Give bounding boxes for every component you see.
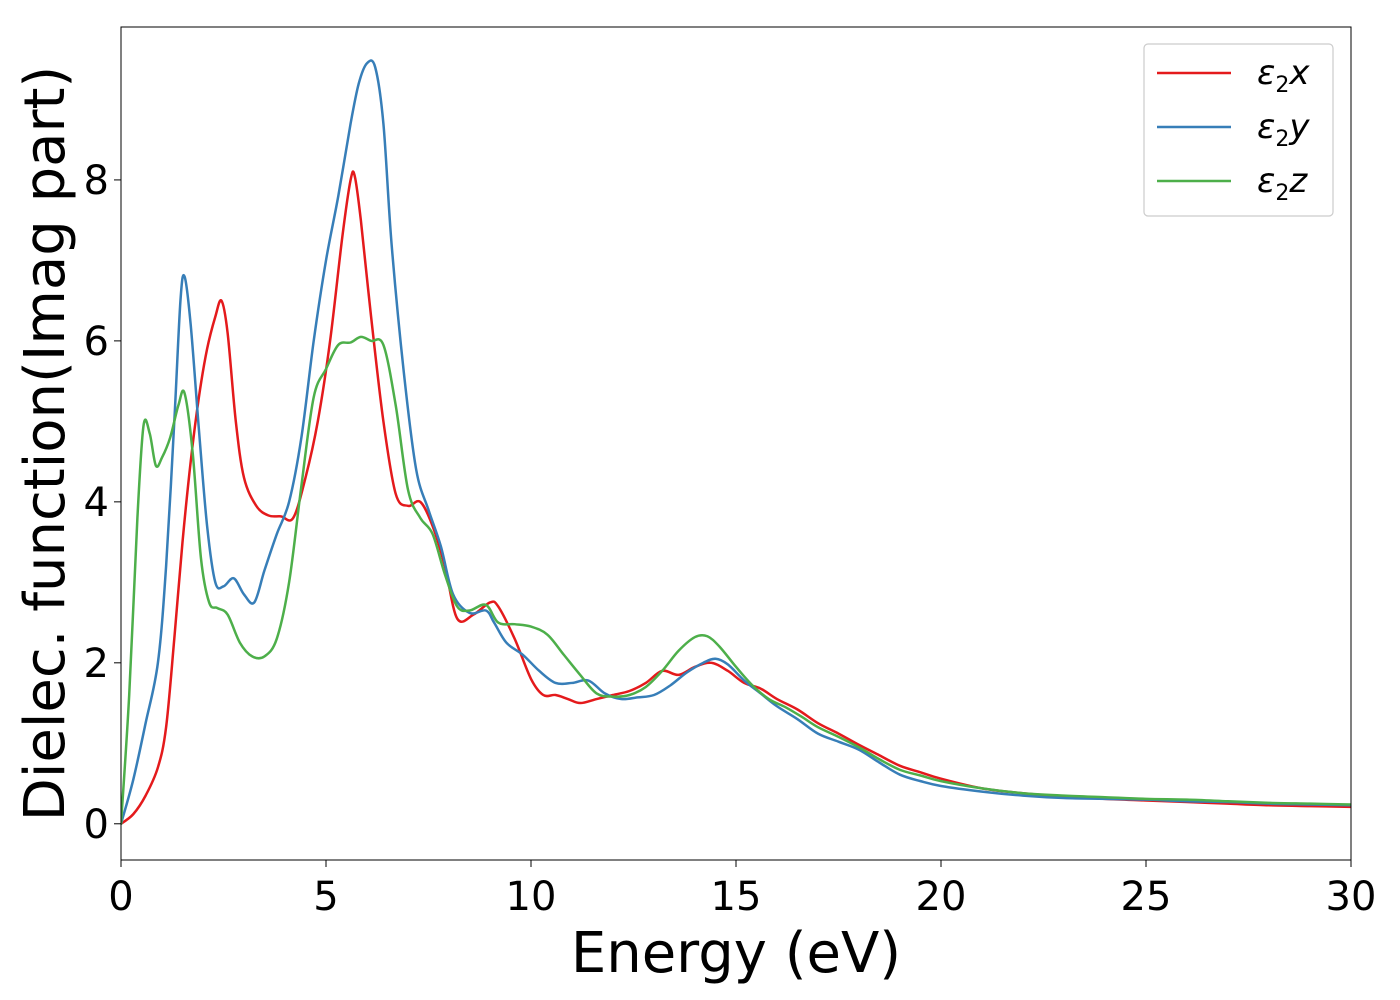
x-tick-label: 30 [1326, 874, 1377, 920]
x-tick-label: 15 [711, 874, 762, 920]
series-layer [121, 59, 1351, 826]
x-tick-label: 20 [916, 874, 967, 920]
legend-box [1143, 43, 1334, 217]
tick-layer: 0 5 10 15 20 25 30 0 2 4 6 8 [84, 158, 1377, 920]
series-line-y [121, 59, 1351, 826]
y-axis-title: Dielec. function(Imag part) [13, 66, 78, 822]
y-tick-label: 4 [84, 480, 109, 526]
series-line-x [121, 170, 1351, 826]
y-tick-label: 0 [84, 802, 109, 848]
legend-label-x: ε2x [1257, 53, 1310, 98]
x-tick-label: 0 [108, 874, 133, 920]
x-tick-label: 25 [1121, 874, 1172, 920]
y-tick-label: 8 [84, 158, 109, 204]
legend-label-z: ε2z [1257, 161, 1308, 206]
legend-label-y: ε2y [1257, 107, 1310, 152]
legend: ε2x ε2y ε2z [1143, 43, 1334, 217]
x-tick-label: 5 [313, 874, 338, 920]
y-tick-label: 2 [84, 641, 109, 687]
series-line-z [121, 335, 1351, 826]
x-tick-label: 10 [506, 874, 557, 920]
x-axis-title: Energy (eV) [571, 921, 901, 986]
y-tick-label: 6 [84, 319, 109, 365]
